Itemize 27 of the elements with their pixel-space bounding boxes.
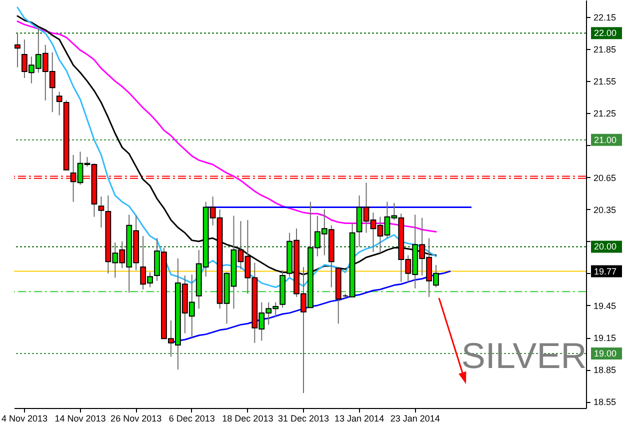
x-tick-label: 6 Dec 2013: [168, 414, 215, 424]
candlestick: [98, 196, 104, 228]
x-tick-label: 14 Nov 2013: [54, 414, 106, 424]
y-tick-label: 19.15: [594, 333, 616, 344]
y-tick-label: 20.35: [594, 204, 616, 215]
candlestick: [56, 91, 62, 116]
text: SILVER: [461, 335, 587, 376]
x-tick-label: 4 Nov 2013: [1, 414, 48, 424]
y-tick-label: 19.45: [594, 300, 616, 311]
candlestick: [14, 32, 20, 68]
y-tick-label: 18.55: [594, 397, 616, 408]
x-tick-label: 26 Nov 2013: [110, 414, 162, 424]
y-tick-label: 22.15: [594, 12, 616, 23]
y-tick-label: 18.85: [594, 365, 616, 376]
x-tick-label: 23 Jan 2014: [390, 414, 440, 424]
x-tick-label: 13 Jan 2014: [334, 414, 384, 424]
y-tick-label: 20.65: [594, 172, 616, 183]
x-tick-label: 18 Dec 2013: [222, 414, 274, 424]
x-tick-label: 31 Dec 2013: [278, 414, 330, 424]
y-tick-label: 21.85: [594, 44, 616, 55]
ref-line-label: 21.00: [594, 134, 617, 145]
ref-line-label: 19.77: [594, 266, 617, 276]
y-tick-label: 21.25: [594, 108, 616, 119]
ref-line-label: 19.00: [594, 348, 617, 359]
ref-line-label: 20.00: [594, 242, 617, 252]
ref-line-label: 22.00: [594, 28, 617, 38]
y-tick-label: 21.55: [594, 76, 616, 87]
